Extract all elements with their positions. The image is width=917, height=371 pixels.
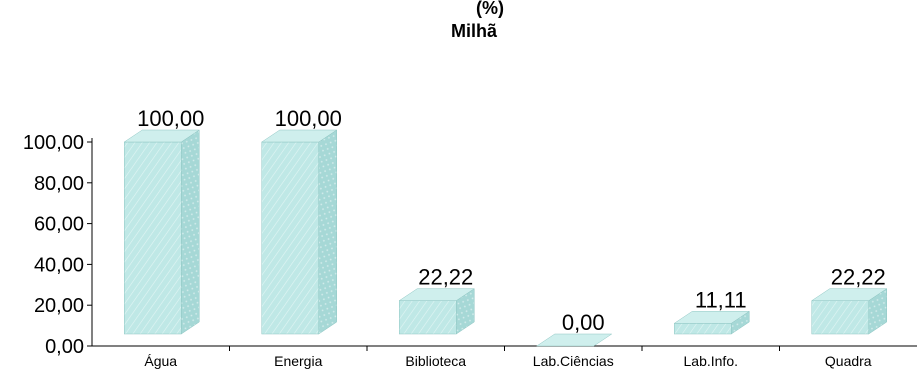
- bar-side: [181, 129, 200, 335]
- bar: [260, 129, 338, 335]
- bar-top: [810, 288, 888, 301]
- chart-title-line-2: Milhã: [451, 21, 498, 41]
- bars: [123, 129, 888, 347]
- y-tick-label: 40,00: [34, 254, 84, 276]
- bar-front: [674, 323, 732, 335]
- bar-top: [123, 129, 201, 143]
- bar-top: [535, 333, 613, 347]
- labels: 100,00 Água 100,00 Energia 22,22 Biblioteca 0,…: [137, 106, 886, 369]
- data-label: 22,22: [418, 265, 473, 290]
- data-label: 0,00: [562, 310, 605, 335]
- bar: [810, 288, 888, 335]
- data-label: 100,00: [137, 106, 204, 131]
- x-tick-label: Biblioteca: [405, 353, 466, 369]
- bar: [673, 310, 751, 335]
- chart-title-line-1: (%): [476, 0, 504, 18]
- bar: [123, 129, 201, 335]
- x-tick-label: Água: [144, 353, 177, 369]
- bar-front: [261, 141, 319, 335]
- bar-top: [260, 129, 338, 143]
- x-tick-label: Energia: [274, 353, 322, 369]
- bar-top: [673, 311, 751, 324]
- bar-side: [318, 129, 337, 335]
- y-tick-label: 60,00: [34, 214, 84, 236]
- data-label: 22,22: [831, 265, 886, 290]
- bar-top: [398, 288, 476, 301]
- bar-front: [811, 300, 869, 335]
- bar: [398, 288, 476, 335]
- y-tick-label: 0,00: [45, 336, 84, 358]
- x-tick-label: Lab.Ciências: [533, 353, 614, 369]
- data-label: 100,00: [275, 106, 342, 131]
- bar: [535, 333, 613, 347]
- x-tick-label: Lab.Info.: [684, 353, 739, 369]
- y-tick-label: 80,00: [34, 173, 84, 195]
- y-tick-label: 100,00: [23, 132, 84, 154]
- bar-front: [399, 300, 457, 335]
- x-tick-label: Quadra: [825, 353, 872, 369]
- bar-front: [124, 141, 182, 335]
- y-tick-label: 20,00: [34, 295, 84, 317]
- data-label: 11,11: [695, 287, 747, 312]
- axes: 0,00 20,00 40,00 60,00 80,00 100,00: [23, 132, 917, 358]
